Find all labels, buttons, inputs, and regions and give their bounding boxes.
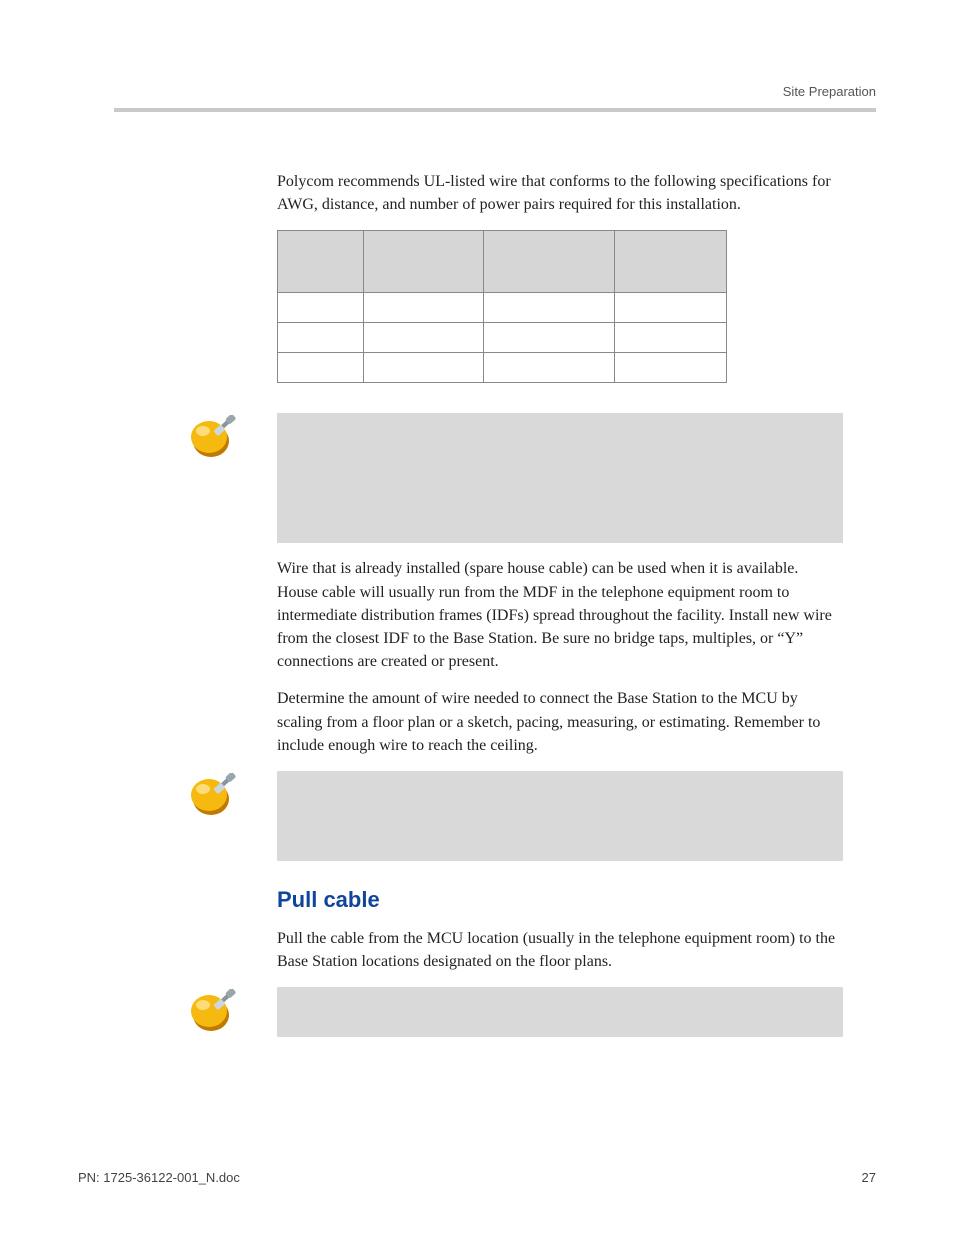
page-header: Site Preparation xyxy=(78,88,876,118)
header-section-label: Site Preparation xyxy=(783,84,876,99)
note-block-2 xyxy=(277,771,876,861)
table-header-cell xyxy=(615,231,727,293)
page-footer: PN: 1725-36122-001_N.doc 27 xyxy=(78,1170,876,1185)
section-title-pull-cable: Pull cable xyxy=(277,887,841,913)
table-header-cell xyxy=(278,231,364,293)
footer-part-number: PN: 1725-36122-001_N.doc xyxy=(78,1170,240,1185)
table-cell xyxy=(278,293,364,323)
table-header-row xyxy=(278,231,727,293)
note-box xyxy=(277,987,843,1037)
pull-cable-paragraph: Pull the cable from the MCU location (us… xyxy=(277,927,841,973)
table-cell xyxy=(483,323,615,353)
note-box xyxy=(277,771,843,861)
table-cell xyxy=(615,323,727,353)
table-cell xyxy=(483,293,615,323)
pushpin-icon xyxy=(189,773,237,817)
table-header-cell xyxy=(483,231,615,293)
note-box xyxy=(277,413,843,543)
intro-paragraph: Polycom recommends UL-listed wire that c… xyxy=(277,170,841,216)
table-cell xyxy=(483,353,615,383)
table-header-cell xyxy=(363,231,483,293)
table-row xyxy=(278,323,727,353)
determine-wire-paragraph: Determine the amount of wire needed to c… xyxy=(277,687,841,757)
note-block-3 xyxy=(277,987,876,1037)
wire-installed-paragraph: Wire that is already installed (spare ho… xyxy=(277,557,841,673)
table-cell xyxy=(363,353,483,383)
table-cell xyxy=(363,293,483,323)
table-row xyxy=(278,293,727,323)
table-cell xyxy=(278,323,364,353)
table-cell xyxy=(615,293,727,323)
table-row xyxy=(278,353,727,383)
header-rule xyxy=(114,108,876,112)
table-cell xyxy=(278,353,364,383)
note-block-1 xyxy=(277,413,876,543)
table-cell xyxy=(363,323,483,353)
pushpin-icon xyxy=(189,415,237,459)
table-cell xyxy=(615,353,727,383)
footer-page-number: 27 xyxy=(862,1170,876,1185)
wire-spec-table xyxy=(277,230,727,383)
pushpin-icon xyxy=(189,989,237,1033)
